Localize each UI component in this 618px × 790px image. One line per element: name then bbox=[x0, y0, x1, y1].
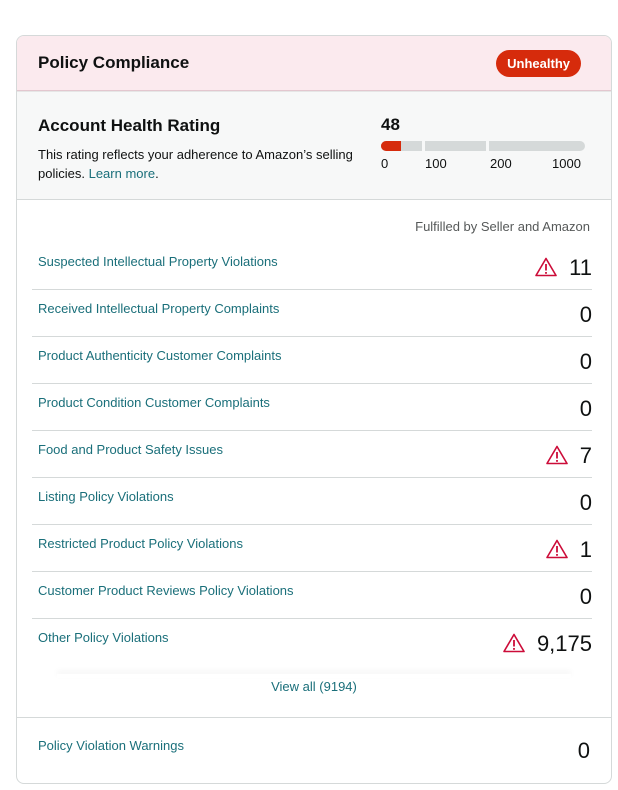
violation-count: 0 bbox=[579, 302, 592, 327]
violation-count: 1 bbox=[579, 537, 592, 562]
view-all-link[interactable]: View all (9194) bbox=[271, 679, 357, 694]
violation-row: Listing Policy Violations 0 bbox=[32, 478, 592, 525]
description-period: . bbox=[155, 166, 159, 181]
violation-label-link[interactable]: Product Condition Customer Complaints bbox=[38, 395, 270, 410]
status-badge: Unhealthy bbox=[496, 49, 581, 77]
warning-triangle-icon bbox=[503, 633, 525, 653]
scale-tick-100: 100 bbox=[425, 156, 447, 171]
violation-row: Food and Product Safety Issues 7 bbox=[32, 431, 592, 478]
card-title: Policy Compliance bbox=[38, 53, 190, 72]
description-text: This rating reflects your adherence to A… bbox=[38, 147, 353, 181]
rating-fill bbox=[381, 141, 401, 151]
violation-count: 0 bbox=[579, 349, 592, 374]
violation-label-link[interactable]: Received Intellectual Property Complaint… bbox=[38, 301, 280, 316]
warning-triangle-icon bbox=[535, 257, 557, 277]
account-health-section: Account Health Rating This rating reflec… bbox=[17, 91, 611, 200]
violation-row: Suspected Intellectual Property Violatio… bbox=[32, 243, 592, 290]
scale-tick-200: 200 bbox=[490, 156, 512, 171]
scale-segment-low bbox=[381, 141, 422, 151]
violation-row: Received Intellectual Property Complaint… bbox=[32, 290, 592, 337]
violation-row: Product Authenticity Customer Complaints… bbox=[32, 337, 592, 384]
violation-count: 0 bbox=[579, 584, 592, 609]
scale-segment-mid bbox=[425, 141, 486, 151]
policy-violation-warnings-row: Policy Violation Warnings 0 bbox=[17, 717, 611, 783]
card-header: Policy Compliance Unhealthy bbox=[17, 36, 611, 91]
account-health-description: This rating reflects your adherence to A… bbox=[38, 145, 353, 183]
violation-row: Other Policy Violations 9,175 bbox=[32, 619, 592, 666]
violation-count: 0 bbox=[579, 396, 592, 421]
scale-segment-high bbox=[489, 141, 585, 151]
view-all-container: View all (9194) bbox=[17, 678, 611, 696]
violation-count: 9,175 bbox=[536, 631, 592, 656]
policy-violation-warnings-link[interactable]: Policy Violation Warnings bbox=[38, 738, 184, 753]
violation-label-link[interactable]: Customer Product Reviews Policy Violatio… bbox=[38, 583, 294, 598]
warning-triangle-icon bbox=[545, 539, 568, 559]
violation-row: Customer Product Reviews Policy Violatio… bbox=[32, 572, 592, 619]
policy-violation-warnings-count: 0 bbox=[577, 738, 590, 763]
violation-count: 0 bbox=[579, 490, 592, 515]
warning-triangle-icon bbox=[545, 445, 568, 465]
scale-tick-0: 0 bbox=[381, 156, 389, 171]
policy-compliance-card: Policy Compliance Unhealthy Account Heal… bbox=[16, 35, 612, 784]
fulfillment-scope-label: Fulfilled by Seller and Amazon bbox=[415, 219, 590, 234]
violation-row: Restricted Product Policy Violations 1 bbox=[32, 525, 592, 572]
violation-rows: Suspected Intellectual Property Violatio… bbox=[32, 243, 592, 666]
violation-label-link[interactable]: Other Policy Violations bbox=[38, 630, 169, 645]
rating-value: 48 bbox=[381, 115, 400, 134]
violation-label-link[interactable]: Product Authenticity Customer Complaints bbox=[38, 348, 282, 363]
scale-tick-1000: 1000 bbox=[552, 156, 581, 171]
violation-count: 11 bbox=[569, 255, 592, 280]
learn-more-link[interactable]: Learn more bbox=[88, 166, 156, 181]
violation-label-link[interactable]: Food and Product Safety Issues bbox=[38, 442, 223, 457]
violation-label-link[interactable]: Listing Policy Violations bbox=[38, 489, 174, 504]
violation-row: Product Condition Customer Complaints 0 bbox=[32, 384, 592, 431]
violation-label-link[interactable]: Suspected Intellectual Property Violatio… bbox=[38, 254, 278, 269]
account-health-title: Account Health Rating bbox=[38, 116, 221, 135]
rating-scale-bar bbox=[381, 141, 585, 151]
violation-count: 7 bbox=[579, 443, 592, 468]
violation-label-link[interactable]: Restricted Product Policy Violations bbox=[38, 536, 243, 551]
